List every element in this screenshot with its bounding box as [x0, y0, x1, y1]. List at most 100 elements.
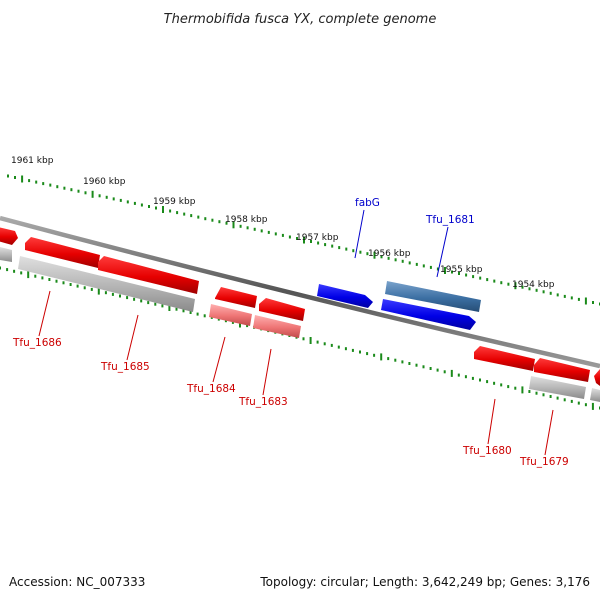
- minor-tick: [155, 206, 157, 210]
- gene-fabG[interactable]: [317, 284, 373, 308]
- minor-tick: [429, 265, 432, 269]
- gene-label-tfu-1685[interactable]: Tfu_1685: [100, 361, 150, 373]
- minor-tick: [443, 370, 446, 374]
- gene-arrow-blue[interactable]: [381, 299, 476, 330]
- minor-tick: [577, 297, 580, 301]
- minor-tick: [366, 352, 369, 356]
- minor-tick: [528, 390, 531, 393]
- tick-label: 1960 kbp: [83, 177, 126, 187]
- minor-tick: [479, 276, 482, 280]
- minor-tick: [55, 279, 58, 283]
- gene-arrow-red[interactable]: [25, 237, 100, 268]
- minor-tick: [408, 362, 411, 365]
- gene-arrow-red[interactable]: [0, 227, 18, 245]
- gene-label-tfu-1680[interactable]: Tfu_1680: [462, 445, 512, 457]
- minor-tick: [176, 211, 179, 215]
- minor-tick: [119, 294, 121, 298]
- minor-tick: [90, 287, 93, 291]
- tick-label: 1954 kbp: [512, 280, 555, 290]
- major-tick: [239, 320, 241, 328]
- minor-tick: [387, 256, 390, 260]
- minor-tick: [147, 301, 150, 305]
- gene-arrow-red[interactable]: [534, 358, 590, 382]
- minor-tick: [203, 314, 206, 318]
- minor-tick: [63, 186, 66, 190]
- genome-backbone: [0, 215, 600, 369]
- minor-tick: [556, 396, 559, 400]
- gene-arrow-pink[interactable]: [253, 315, 301, 338]
- minor-tick: [76, 284, 79, 288]
- minor-tick: [204, 217, 207, 221]
- gene-arrow-red[interactable]: [215, 287, 257, 308]
- minor-tick: [570, 399, 573, 403]
- minor-tick: [253, 227, 256, 231]
- leader-line: [354, 209, 365, 259]
- gene-tfu-1681[interactable]: [385, 281, 481, 312]
- minor-tick: [133, 201, 136, 205]
- gene-arrow-gray[interactable]: [529, 376, 586, 399]
- tick-label: 1958 kbp: [225, 215, 268, 225]
- minor-tick: [429, 367, 432, 370]
- minor-tick: [380, 255, 383, 259]
- minor-tick: [281, 233, 284, 237]
- gene-label-fabG[interactable]: fabG: [355, 197, 380, 209]
- major-tick: [21, 175, 24, 183]
- minor-tick: [246, 324, 249, 328]
- minor-tick: [493, 279, 496, 283]
- gene-label-tfu-1683[interactable]: Tfu_1683: [238, 396, 288, 408]
- minor-tick: [493, 381, 496, 385]
- minor-tick: [542, 290, 545, 294]
- minor-tick: [267, 230, 270, 234]
- minor-tick: [317, 241, 320, 245]
- minor-tick: [330, 343, 333, 347]
- minor-tick: [105, 195, 108, 199]
- gene-arrow-red[interactable]: [594, 369, 600, 386]
- minor-tick: [302, 337, 305, 341]
- minor-tick: [415, 262, 418, 266]
- minor-tick: [563, 294, 566, 298]
- minor-tick: [0, 266, 1, 270]
- minor-tick: [148, 205, 150, 208]
- minor-tick: [344, 347, 347, 351]
- major-tick: [521, 386, 524, 394]
- gene-label-tfu-1684[interactable]: Tfu_1684: [186, 383, 236, 395]
- minor-tick: [563, 398, 566, 402]
- minor-tick: [486, 278, 489, 282]
- map-title: Thermobifida fusca YX, complete genome: [164, 12, 437, 27]
- minor-tick: [359, 350, 361, 354]
- minor-tick: [535, 391, 538, 395]
- minor-tick: [13, 269, 16, 273]
- minor-tick: [337, 345, 340, 349]
- minor-tick: [140, 299, 143, 303]
- minor-tick: [338, 246, 341, 250]
- gene-arrow-gray[interactable]: [590, 388, 600, 402]
- minor-tick: [140, 203, 143, 207]
- gene-label-tfu-1679[interactable]: Tfu_1679: [519, 456, 569, 468]
- major-tick: [373, 251, 376, 259]
- minor-tick: [20, 271, 23, 275]
- minor-tick: [98, 194, 101, 198]
- minor-tick: [218, 220, 221, 224]
- major-tick: [232, 221, 235, 229]
- major-tick: [303, 236, 305, 244]
- gene-arrow-gray[interactable]: [18, 256, 195, 312]
- minor-tick: [84, 191, 87, 195]
- minor-tick: [415, 363, 418, 367]
- minor-tick: [373, 353, 376, 357]
- minor-tick: [111, 292, 114, 296]
- gene-arrow-red[interactable]: [259, 298, 305, 321]
- gene-arrow-pink[interactable]: [209, 304, 252, 326]
- gene-label-tfu-1681[interactable]: Tfu_1681: [425, 214, 475, 226]
- gene-arrow-gray[interactable]: [0, 247, 12, 262]
- minor-tick: [394, 358, 397, 362]
- minor-tick: [133, 297, 136, 301]
- gene-arrow-red[interactable]: [98, 256, 199, 294]
- minor-tick: [225, 221, 228, 225]
- minor-tick: [7, 174, 9, 178]
- minor-tick: [422, 365, 425, 369]
- tick-label: 1957 kbp: [296, 233, 339, 243]
- minor-tick: [231, 320, 234, 324]
- minor-tick: [436, 267, 439, 271]
- gene-arrow-red[interactable]: [474, 346, 535, 371]
- gene-label-tfu-1686[interactable]: Tfu_1686: [12, 337, 62, 349]
